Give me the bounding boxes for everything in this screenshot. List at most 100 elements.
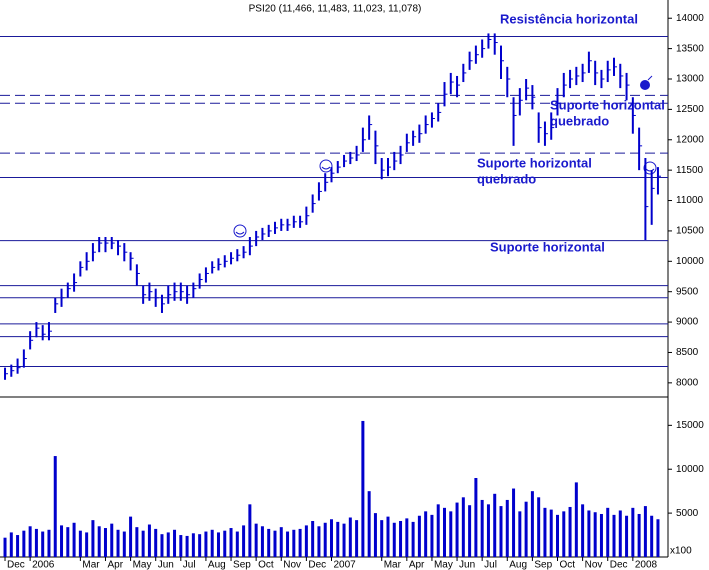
- volume-bar: [210, 529, 214, 557]
- y-tick-label: 13000: [676, 74, 704, 85]
- volume-bar: [656, 519, 660, 557]
- volume-bar: [392, 522, 396, 557]
- volume-bar: [179, 535, 183, 557]
- volume-bar: [72, 522, 76, 557]
- smiley: [233, 159, 657, 238]
- x-tick-label: May: [133, 560, 152, 570]
- volume-bar: [474, 478, 478, 557]
- y-tick-label: 15000: [676, 420, 704, 431]
- volume-bar: [373, 513, 377, 557]
- volume-bar: [267, 528, 271, 557]
- volume-bar: [442, 507, 446, 557]
- y-tick-label: 14000: [676, 13, 704, 24]
- x-tick-label: Sep: [233, 560, 251, 570]
- volume-bar: [141, 530, 145, 557]
- x-tick-label: 2007: [333, 560, 356, 570]
- volume-bar: [260, 526, 264, 557]
- x-tick-label: Aug: [509, 560, 527, 570]
- annotation: Suporte horizontal: [490, 239, 605, 254]
- volume-bar: [47, 529, 51, 557]
- volume-bar: [204, 531, 208, 557]
- volume-bar: [480, 499, 484, 557]
- x-tick-label: Sep: [534, 560, 552, 570]
- volume-bar: [191, 533, 195, 557]
- volume-bar: [34, 528, 38, 557]
- volume-bar: [342, 523, 346, 557]
- x-tick-label: May: [434, 560, 453, 570]
- volume-bar: [650, 515, 654, 557]
- annotation: quebrado: [477, 171, 536, 186]
- volume-bar: [599, 513, 603, 557]
- volume-bar: [643, 506, 647, 557]
- volume-bar: [329, 519, 333, 557]
- volume-bar: [323, 522, 327, 557]
- volume-bar: [311, 521, 315, 557]
- volume-bar: [505, 499, 509, 557]
- y-tick-label: 12500: [676, 104, 704, 115]
- volume-bar: [543, 507, 547, 557]
- volume-bar: [367, 491, 371, 557]
- volume-bar: [185, 535, 189, 557]
- volume-bar: [173, 529, 177, 557]
- bomb-icon: [640, 75, 653, 90]
- volume-bar: [361, 420, 365, 557]
- volume-bar: [612, 514, 616, 557]
- volume-bar: [273, 530, 277, 557]
- volume-bar: [60, 525, 64, 557]
- volume-bar: [637, 513, 641, 557]
- x-tick-label: Oct: [560, 560, 576, 570]
- volume-bar: [574, 482, 578, 557]
- y-tick-label: 9500: [676, 286, 699, 297]
- volume-bar: [549, 509, 553, 557]
- x-tick-label: Aug: [208, 560, 226, 570]
- volume-bar: [449, 511, 453, 557]
- volume-bar: [424, 511, 428, 557]
- volume-bar: [229, 528, 233, 557]
- x-tick-label: Jun: [459, 560, 475, 570]
- volume-bar: [355, 520, 359, 557]
- chart-title: PSI20 (11,466, 11,483, 11,023, 11,078): [249, 4, 422, 15]
- volume-bar: [405, 518, 409, 557]
- volume-bar: [28, 526, 32, 557]
- volume-bar: [53, 456, 57, 557]
- x-tick-label: Jul: [183, 560, 196, 570]
- volume-bar: [129, 516, 133, 557]
- annotation: Suporte horizontal: [550, 97, 665, 112]
- volume-bar: [304, 525, 308, 557]
- x-tick-label: Apr: [409, 560, 425, 570]
- volume-bar: [9, 532, 13, 557]
- annotation: Resistência horizontal: [500, 11, 638, 26]
- y-tick-label: 11500: [676, 165, 704, 176]
- volume-bar: [154, 528, 158, 557]
- volume-bar: [493, 493, 497, 557]
- volume-bar: [279, 527, 283, 557]
- x-tick-label: Apr: [107, 560, 123, 570]
- x-tick-label: Nov: [585, 560, 603, 570]
- x-tick-label: Jun: [158, 560, 174, 570]
- y-tick-label: 13500: [676, 43, 704, 54]
- x-tick-label: Dec: [308, 560, 326, 570]
- y-tick-label: 10000: [676, 256, 704, 267]
- y-tick-label: 11000: [676, 195, 704, 206]
- volume-bar: [242, 525, 246, 557]
- volume-bar: [3, 537, 7, 557]
- volume-bar: [22, 530, 26, 557]
- x-tick-label: Jul: [484, 560, 497, 570]
- volume-bar: [16, 535, 20, 557]
- volume-bar: [223, 530, 227, 557]
- volume-bar: [625, 515, 629, 557]
- volume-bar: [103, 528, 107, 557]
- y-tick-label: 8000: [676, 377, 699, 388]
- volume-bar: [436, 504, 440, 557]
- volume-bar: [618, 510, 622, 557]
- volume-bar: [606, 507, 610, 557]
- volume-bar: [116, 529, 120, 557]
- volume-bar: [110, 523, 114, 557]
- volume-bar: [254, 523, 258, 557]
- volume-bar: [537, 497, 541, 557]
- volume-bar: [399, 521, 403, 557]
- volume-bar: [317, 526, 321, 557]
- x-tick-label: Dec: [7, 560, 25, 570]
- volume-bar: [430, 514, 434, 557]
